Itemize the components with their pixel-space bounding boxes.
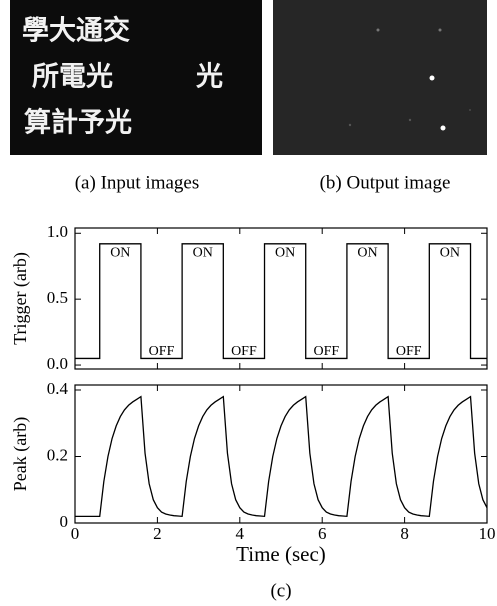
x-tick-label: 0 (71, 524, 80, 543)
panel-caption: (b) Output image (320, 172, 451, 193)
x-tick-label: 6 (318, 524, 327, 543)
x-tick-label: 8 (400, 524, 409, 543)
x-tick-label: 10 (479, 524, 496, 543)
panel-caption: (a) Input images (75, 172, 200, 193)
annotation: ON (357, 245, 377, 260)
y-tick-label: 1.0 (47, 222, 68, 241)
data-line (75, 397, 487, 517)
annotation: OFF (396, 344, 422, 359)
output-image (273, 0, 487, 155)
annotation: OFF (231, 344, 257, 359)
input-text: 學大通交 (22, 15, 130, 47)
input-text: 所電光 (32, 62, 113, 93)
y-tick-label: 0.2 (47, 445, 68, 464)
page: {"figure": { "panels": [ {"caption": "(a… (0, 0, 497, 606)
annotation: ON (440, 245, 460, 260)
y-tick-label: 0.0 (47, 354, 68, 373)
annotation: ON (275, 245, 295, 260)
annotation: OFF (149, 344, 175, 359)
annotation: OFF (313, 344, 339, 359)
data-line (75, 244, 487, 359)
plot-frame (75, 385, 487, 523)
y-tick-label: 0.5 (47, 288, 68, 307)
input-text: 算計予光 (24, 107, 132, 139)
annotation: ON (110, 245, 130, 260)
y-axis-label: Trigger (arb) (10, 252, 31, 345)
y-axis-label: Peak (arb) (10, 417, 31, 491)
figure: 學大通交 所電光 光 算計予光 (a) Input images (b) Out… (0, 0, 497, 606)
y-tick-label: 0 (60, 512, 69, 531)
x-axis-label: Time (sec) (236, 542, 326, 566)
panel-caption: (c) (270, 580, 291, 601)
x-tick-label: 2 (153, 524, 162, 543)
input-text: 光 (195, 62, 223, 93)
y-tick-label: 0.4 (47, 379, 69, 398)
annotation: ON (193, 245, 213, 260)
x-tick-label: 4 (236, 524, 245, 543)
